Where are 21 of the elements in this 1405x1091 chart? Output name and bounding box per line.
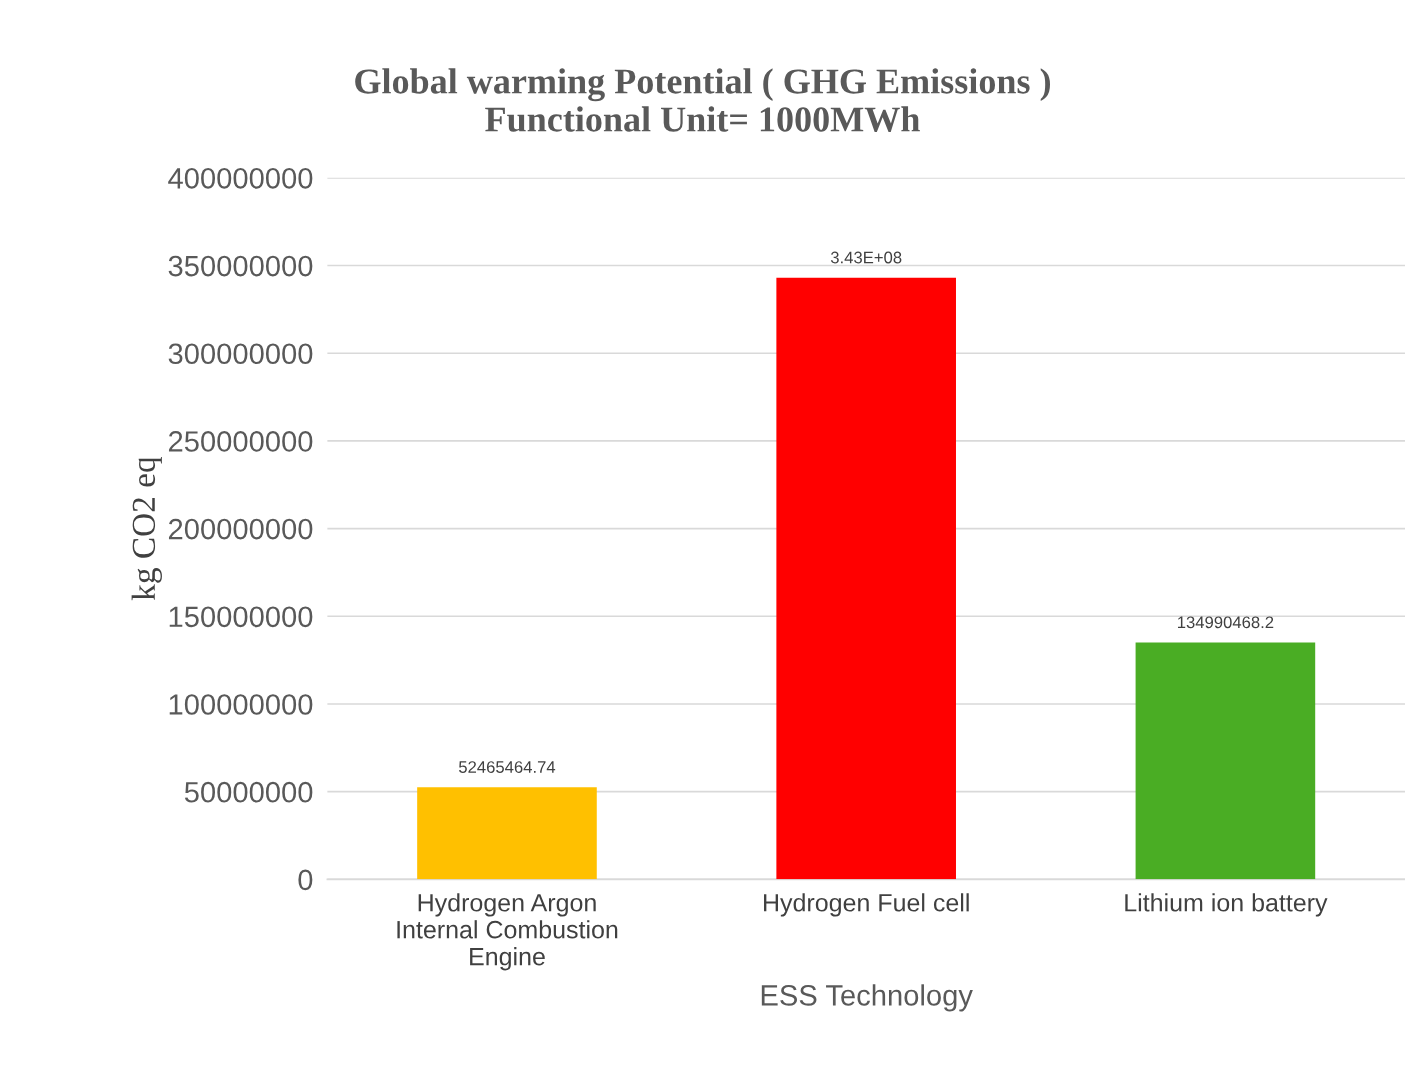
x-tick-label: Hydrogen Argon Internal Combustion Engine: [397, 893, 618, 971]
y-tick-label: 50000000: [184, 781, 313, 803]
y-tick-label: 400000000: [168, 168, 313, 189]
data-label: 134990468.2: [1178, 616, 1274, 629]
y-tick-label: 200000000: [168, 518, 313, 540]
y-tick-label: 100000000: [169, 694, 313, 715]
x-axis-title: ESS Technology: [761, 984, 973, 1012]
y-tick-label: 0: [298, 869, 313, 891]
chart-title: Global warming Potential ( GHG Emissions ) Functional Unit= 1000MWh: [355, 68, 1051, 132]
bar: [1135, 642, 1316, 880]
y-tick-label: 250000000: [168, 431, 313, 452]
y-axis-title: kg CO2 eq: [131, 456, 162, 601]
x-tick-label: Hydrogen Fuel cell: [764, 893, 969, 917]
data-label: 52465464.74: [458, 761, 556, 773]
x-tick-label: Lithium ion battery: [1125, 893, 1328, 917]
y-tick-label: 300000000: [168, 343, 313, 365]
data-label: 3.43E+08: [830, 251, 902, 264]
bar: [776, 277, 956, 880]
bar: [417, 787, 597, 880]
y-tick-label: 350000000: [168, 255, 313, 277]
y-tick-label: 150000000: [169, 606, 313, 628]
